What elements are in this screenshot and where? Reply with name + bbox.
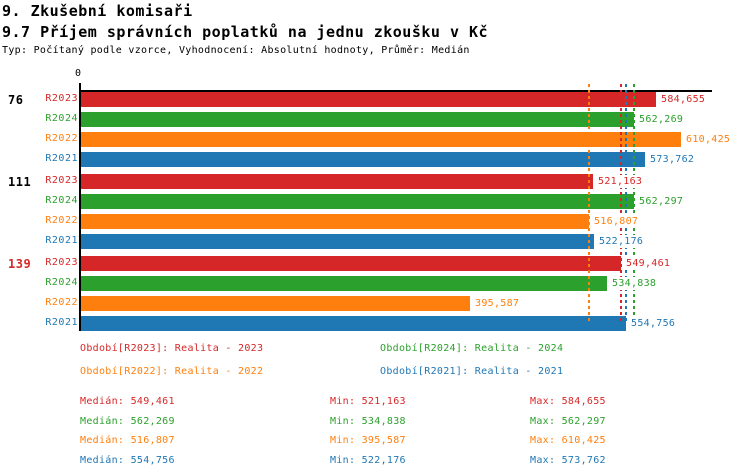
bar-row-label: R2021 (45, 153, 78, 164)
legend-item-r2024: Období[R2024]: Realita - 2024 (380, 343, 564, 354)
stat-median-r2023: Medián: 549,461 (80, 396, 175, 407)
bar (81, 92, 656, 107)
stat-min-r2024: Min: 534,838 (330, 416, 406, 427)
bar-value-label: 521,163 (597, 175, 644, 188)
bar-row-label: R2023 (45, 175, 78, 186)
bar (81, 256, 621, 271)
bar (81, 152, 645, 167)
bar (81, 174, 593, 189)
group-label: 139 (8, 257, 32, 271)
bar (81, 296, 470, 311)
bar-value-label: 562,297 (638, 195, 685, 208)
bar-row-label: R2024 (45, 195, 78, 206)
axis-left-line (79, 88, 81, 331)
bar (81, 214, 589, 229)
median-line (625, 84, 627, 324)
stat-min-r2021: Min: 522,176 (330, 455, 406, 466)
bar-row-label: R2022 (45, 215, 78, 226)
group-label: 111 (8, 175, 32, 189)
page-title: 9. Zkušební komisaři (2, 2, 193, 20)
bar-row-label: R2023 (45, 257, 78, 268)
bar-value-label: 562,269 (638, 113, 685, 126)
bar-value-label: 516,807 (593, 215, 640, 228)
stat-max-r2022: Max: 610,425 (530, 435, 606, 446)
median-line (633, 84, 635, 324)
bar-value-label: 584,655 (660, 93, 707, 106)
bar-row-label: R2022 (45, 297, 78, 308)
bar (81, 132, 681, 147)
bar-row-label: R2021 (45, 317, 78, 328)
bar (81, 316, 626, 331)
axis-zero-tick (79, 83, 81, 92)
legend-item-r2023: Období[R2023]: Realita - 2023 (80, 343, 264, 354)
stat-median-r2022: Medián: 516,807 (80, 435, 175, 446)
stat-median-r2024: Medián: 562,269 (80, 416, 175, 427)
stat-median-r2021: Medián: 554,756 (80, 455, 175, 466)
bar-value-label: 395,587 (474, 297, 521, 310)
page-meta: Typ: Počítaný podle vzorce, Vyhodnocení:… (2, 45, 470, 56)
stat-min-r2022: Min: 395,587 (330, 435, 406, 446)
bar (81, 194, 634, 209)
axis-zero-label: 0 (75, 68, 82, 79)
stat-max-r2023: Max: 584,655 (530, 396, 606, 407)
bar-value-label: 610,425 (685, 133, 732, 146)
stat-min-r2023: Min: 521,163 (330, 396, 406, 407)
bar-row-label: R2021 (45, 235, 78, 246)
bar-row-label: R2022 (45, 133, 78, 144)
bar-row-label: R2024 (45, 277, 78, 288)
stat-max-r2021: Max: 573,762 (530, 455, 606, 466)
bar-value-label: 554,756 (630, 317, 677, 330)
group-label: 76 (8, 93, 24, 107)
legend-item-r2021: Období[R2021]: Realita - 2021 (380, 366, 564, 377)
median-line (620, 84, 622, 324)
bar-value-label: 534,838 (611, 277, 658, 290)
stat-max-r2024: Max: 562,297 (530, 416, 606, 427)
bar-row-label: R2023 (45, 93, 78, 104)
bar-row-label: R2024 (45, 113, 78, 124)
bar (81, 112, 634, 127)
median-line (588, 84, 590, 324)
bar-value-label: 573,762 (649, 153, 696, 166)
bar-value-label: 549,461 (625, 257, 672, 270)
bar (81, 234, 594, 249)
legend-item-r2022: Období[R2022]: Realita - 2022 (80, 366, 264, 377)
bar-value-label: 522,176 (598, 235, 645, 248)
axis-top-line (80, 90, 712, 92)
bar (81, 276, 607, 291)
page-subtitle: 9.7 Příjem správních poplatků na jednu z… (2, 23, 489, 41)
